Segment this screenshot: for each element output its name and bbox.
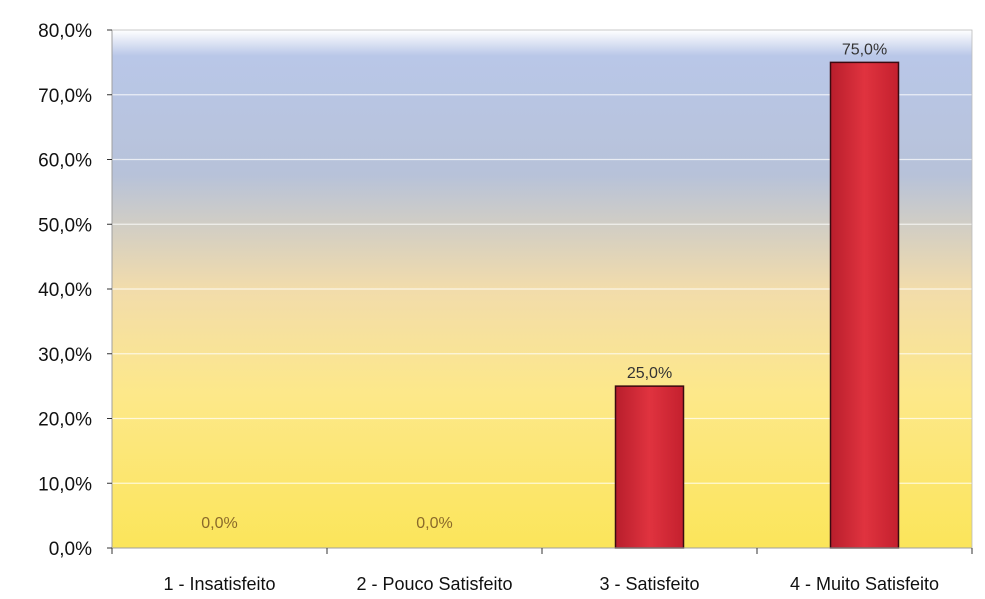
y-tick-label: 70,0% [38,86,92,107]
y-tick-labels: 0,0% 10,0% 20,0% 30,0% 40,0% 50,0% 60,0% 70,0% 8… [38,21,92,560]
data-labels: 0,0% 0,0% 25,0% 75,0% [201,41,887,532]
data-label: 0,0% [201,515,237,532]
x-tick-label: 4 - Muito Satisfeito [790,574,939,594]
y-tick-label: 60,0% [38,151,92,172]
x-tick-label: 2 - Pouco Satisfeito [356,574,512,594]
x-tick-label: 1 - Insatisfeito [163,574,275,594]
y-tick-label: 0,0% [49,539,92,560]
axes [107,29,973,554]
y-tick-label: 10,0% [38,474,92,495]
y-tick-label: 50,0% [38,215,92,236]
y-tick-label: 40,0% [38,280,92,301]
data-label: 75,0% [842,41,887,58]
data-label: 25,0% [627,365,672,382]
x-tick-labels: 1 - Insatisfeito 2 - Pouco Satisfeito 3 - … [163,574,939,594]
bars [614,61,900,549]
y-tick-label: 20,0% [38,410,92,431]
bar [614,385,685,549]
y-tick-label: 30,0% [38,345,92,366]
x-tick-label: 3 - Satisfeito [599,574,699,594]
bar [829,61,900,549]
data-label: 0,0% [416,515,452,532]
y-tick-label: 80,0% [38,21,92,42]
